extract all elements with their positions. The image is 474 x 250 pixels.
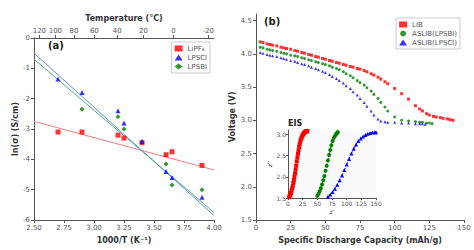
svg-text:0: 0 [26,34,30,42]
svg-text:Specific Discharge Capacity (m: Specific Discharge Capacity (mAh/g) [278,236,442,245]
svg-text:2.0: 2.0 [241,183,252,191]
svg-text:2.5: 2.5 [241,150,252,158]
svg-text:0: 0 [286,200,290,207]
svg-text:100: 100 [388,224,401,232]
svg-text:25: 25 [299,200,307,207]
svg-text:1.5: 1.5 [241,216,252,224]
svg-text:1000/T (K⁻¹): 1000/T (K⁻¹) [97,236,152,245]
svg-text:120: 120 [33,27,46,35]
svg-text:50: 50 [314,200,322,207]
svg-text:2.0: 2.0 [276,173,286,180]
svg-text:-20: -20 [203,27,214,35]
svg-text:ASLIB(LPSBI): ASLIB(LPSBI) [412,30,457,38]
svg-text:-2: -2 [23,95,30,103]
svg-text:60: 60 [90,27,99,35]
svg-text:-3: -3 [23,125,30,133]
svg-text:4.0: 4.0 [241,50,252,58]
svg-text:ASLIB(LPSCl): ASLIB(LPSCl) [412,39,457,47]
svg-text:3.00: 3.00 [86,224,102,232]
svg-text:1.5: 1.5 [276,195,286,202]
svg-text:4.00: 4.00 [206,224,222,232]
svg-text:125: 125 [356,200,368,207]
svg-text:2.5: 2.5 [276,152,286,159]
svg-text:EIS: EIS [288,119,302,128]
svg-text:3.0: 3.0 [276,131,286,138]
svg-text:0: 0 [171,27,175,35]
svg-text:3.5: 3.5 [241,83,252,91]
svg-text:100: 100 [341,200,353,207]
svg-text:ln(σ) (S/cm): ln(σ) (S/cm) [11,102,20,156]
svg-text:Voltage (V): Voltage (V) [228,92,237,143]
svg-text:75: 75 [328,200,336,207]
svg-text:3.25: 3.25 [116,224,132,232]
svg-text:-4: -4 [23,155,31,163]
svg-text:-5: -5 [23,186,30,194]
svg-text:z'': z'' [266,160,273,168]
svg-text:LPSCl: LPSCl [188,54,207,62]
svg-text:125: 125 [423,224,436,232]
svg-text:150: 150 [370,200,382,207]
svg-text:(a): (a) [48,40,64,51]
svg-text:50: 50 [321,224,330,232]
svg-text:2.75: 2.75 [56,224,72,232]
svg-text:z': z' [329,208,335,215]
svg-text:LPSBl: LPSBl [188,63,207,71]
svg-text:3.0: 3.0 [241,116,252,124]
svg-text:(b): (b) [264,16,280,27]
svg-text:Temperature (°C): Temperature (°C) [85,14,163,23]
svg-text:80: 80 [69,27,78,35]
svg-text:20: 20 [139,27,148,35]
svg-text:75: 75 [356,224,365,232]
svg-text:100: 100 [49,27,62,35]
svg-text:40: 40 [113,27,122,35]
svg-text:2.50: 2.50 [26,224,42,232]
svg-text:0: 0 [254,224,258,232]
svg-text:25: 25 [286,224,295,232]
svg-text:4.5: 4.5 [241,17,252,25]
svg-text:-6: -6 [23,216,30,224]
svg-text:LiPF₆: LiPF₆ [188,45,205,53]
svg-text:3.75: 3.75 [176,224,192,232]
svg-text:150: 150 [457,224,470,232]
svg-text:LIB: LIB [412,21,423,29]
svg-text:-1: -1 [23,64,30,72]
svg-text:3.50: 3.50 [146,224,162,232]
